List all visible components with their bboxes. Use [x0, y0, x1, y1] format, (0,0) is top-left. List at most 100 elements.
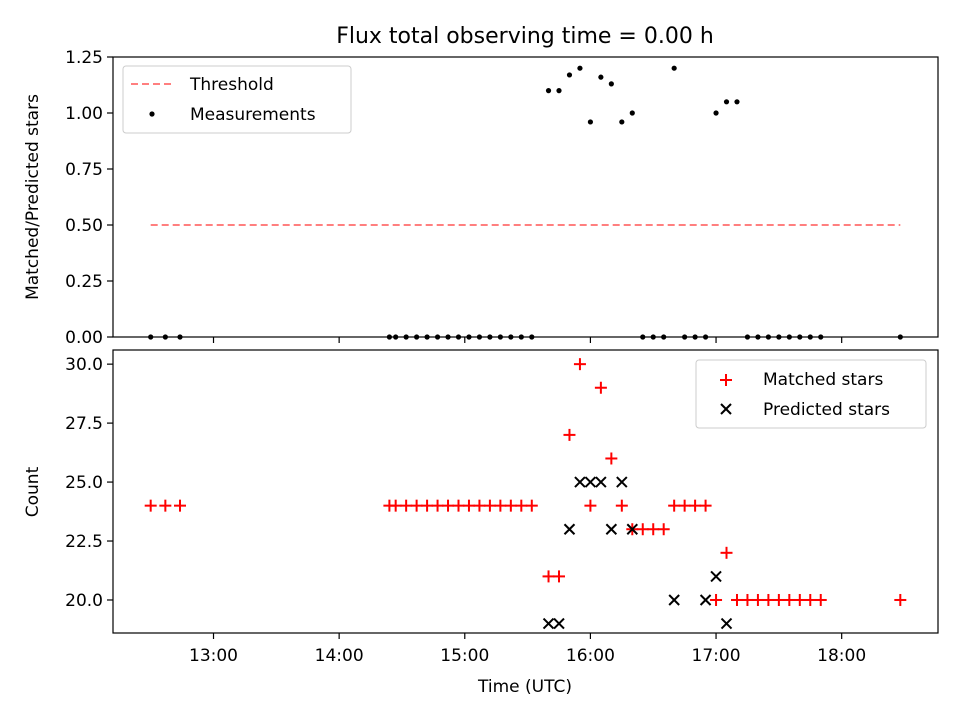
legend-predicted-swatch — [720, 403, 732, 415]
x-tick-label: 13:00 — [189, 646, 238, 666]
measurement-point — [466, 334, 472, 340]
matched-star-point — [678, 499, 691, 512]
matched-star-point — [894, 593, 907, 606]
measurement-point — [619, 119, 625, 125]
measurement-point — [577, 65, 583, 71]
predicted-star-point — [595, 476, 607, 488]
matched-star-point — [494, 499, 507, 512]
top-y-axis-label: Matched/Predicted stars — [23, 94, 43, 300]
measurement-point — [702, 334, 709, 340]
matched-star-point — [431, 499, 444, 512]
predicted-star-point — [563, 523, 576, 535]
measurement-point — [692, 334, 698, 340]
y-tick-label: 1.25 — [65, 48, 103, 68]
measurement-point — [776, 334, 782, 340]
measurement-point — [744, 334, 751, 340]
matched-star-point — [584, 499, 597, 512]
predicted-star-point — [574, 476, 586, 488]
measurement-point — [518, 334, 524, 340]
matched-star-point — [410, 499, 423, 512]
y-tick-label: 22.5 — [65, 532, 103, 552]
legend-measurements-swatch — [149, 111, 155, 117]
x-tick-label: 17:00 — [692, 646, 741, 666]
bottom-plot-frame — [112, 349, 939, 634]
predicted-star-point — [668, 594, 680, 606]
legend-matched-swatch — [720, 374, 732, 386]
predicted-star-point — [720, 617, 733, 630]
measurement-point — [713, 110, 719, 116]
matched-star-point — [573, 358, 586, 371]
matched-star-point — [751, 593, 764, 606]
matched-star-point — [657, 523, 670, 536]
measurement-point — [177, 334, 183, 340]
measurement-point — [650, 334, 656, 340]
matched-star-point — [174, 499, 187, 512]
measurement-point — [434, 334, 441, 340]
measurement-point — [393, 334, 399, 340]
matched-star-point — [563, 428, 576, 441]
measurement-point — [162, 334, 168, 340]
top-x-ticks — [212, 337, 843, 343]
y-tick-label: 1.00 — [65, 104, 103, 124]
y-tick-label: 0.25 — [65, 272, 103, 292]
matched-star-point — [504, 499, 517, 512]
measurement-point — [629, 110, 635, 116]
predicted-star-point — [605, 523, 618, 535]
bottom-x-ticks: 13:00 14:00 15:00 16:00 17:00 18:00 — [189, 633, 866, 666]
measurement-point — [414, 334, 420, 340]
matched-star-point — [473, 499, 486, 512]
measurement-point — [545, 88, 552, 94]
measurement-point — [403, 334, 409, 340]
bottom-y-axis-label: Count — [23, 466, 43, 517]
measurement-point — [640, 334, 646, 340]
predicted-star-point — [699, 594, 712, 606]
predicted-star-point — [710, 570, 722, 583]
measurement-point — [734, 99, 740, 105]
measurement-point — [786, 334, 792, 340]
measurement-point — [566, 72, 573, 78]
matched-star-point — [144, 499, 157, 512]
x-tick-label: 15:00 — [440, 646, 489, 666]
measurement-point — [765, 334, 771, 340]
matched-star-point — [699, 499, 712, 512]
legend-matched-label: Matched stars — [763, 370, 883, 390]
measurement-point — [807, 334, 813, 340]
measurement-point — [897, 334, 903, 340]
measurement-point — [487, 334, 493, 340]
y-tick-label: 0.75 — [65, 160, 103, 180]
predicted-star-point — [542, 617, 555, 630]
matched-star-point — [668, 499, 681, 512]
matched-star-point — [772, 593, 785, 606]
x-tick-label: 14:00 — [315, 646, 364, 666]
matched-star-point — [525, 499, 538, 512]
matched-star-point — [159, 499, 172, 512]
matched-star-point — [741, 593, 754, 606]
matched-star-point — [804, 593, 817, 606]
legend-measurements-label: Measurements — [190, 105, 316, 125]
legend-threshold-label: Threshold — [189, 75, 274, 95]
matched-star-point — [793, 593, 806, 606]
measurement-point — [755, 334, 761, 340]
bottom-panel: 20.0 22.5 25.0 27.5 30.0 13:00 14:00 15:00 16:0… — [23, 349, 939, 697]
matched-star-point — [542, 570, 555, 583]
matched-star-point — [389, 499, 402, 512]
x-tick-label: 16:00 — [566, 646, 615, 666]
bottom-marks — [144, 358, 907, 630]
measurement-point — [445, 334, 451, 340]
matched-star-point — [400, 499, 413, 512]
legend-predicted-label: Predicted stars — [763, 400, 890, 420]
measurement-point — [682, 334, 688, 340]
matched-star-point — [762, 593, 775, 606]
measurement-point — [608, 81, 614, 87]
predicted-star-point — [616, 476, 628, 488]
bottom-y-ticks: 20.0 22.5 25.0 27.5 30.0 — [65, 355, 113, 611]
measurement-point — [386, 334, 392, 340]
measurement-point — [723, 99, 730, 105]
measurement-point — [455, 334, 462, 340]
top-panel: 0.00 0.25 0.50 0.75 1.00 1.25 Matched/Predict… — [23, 48, 939, 348]
matched-star-point — [814, 593, 827, 606]
y-tick-label: 25.0 — [65, 473, 103, 493]
y-tick-label: 0.50 — [65, 216, 103, 236]
bottom-legend: Matched stars Predicted stars — [695, 359, 927, 429]
